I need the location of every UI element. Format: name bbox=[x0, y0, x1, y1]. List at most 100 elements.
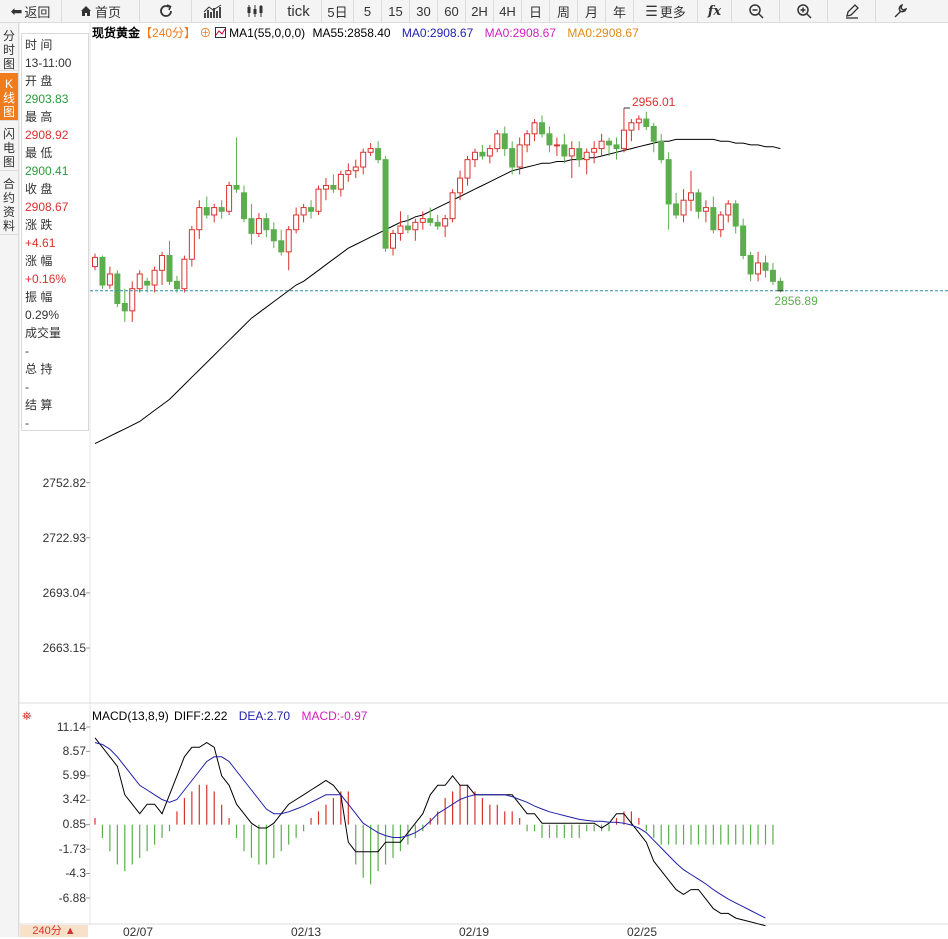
candle-body bbox=[479, 151, 486, 157]
instrument-name: 现货黄金 bbox=[92, 26, 141, 40]
candle-body bbox=[501, 133, 508, 150]
formula-button[interactable]: fx bbox=[698, 0, 732, 22]
macd-dea: DEA:2.70 bbox=[238, 709, 291, 723]
candle-body bbox=[598, 140, 605, 150]
bar-chart-icon bbox=[203, 4, 223, 18]
candle-body bbox=[173, 280, 180, 290]
candle-body bbox=[367, 148, 374, 153]
candlestick-button[interactable] bbox=[234, 0, 276, 22]
candle-body bbox=[270, 229, 277, 242]
period-4h[interactable]: 4H bbox=[494, 0, 522, 22]
period-week[interactable]: 周 bbox=[550, 0, 578, 22]
more-button[interactable]: ☰ 更多 bbox=[634, 0, 698, 22]
tab-time-chart[interactable]: 分时图 bbox=[0, 27, 18, 71]
period-day[interactable]: 日 bbox=[522, 0, 550, 22]
back-button[interactable]: ⬅ 返回 bbox=[0, 0, 62, 22]
pct-value: +0.16% bbox=[25, 272, 67, 286]
settings-button[interactable] bbox=[876, 0, 924, 22]
time-label: 时 间 bbox=[25, 38, 53, 52]
home-icon bbox=[80, 5, 92, 17]
back-label: 返回 bbox=[24, 4, 51, 20]
candle-body bbox=[635, 118, 642, 124]
macd-dea-line bbox=[94, 742, 766, 919]
period-30min[interactable]: 30 bbox=[410, 0, 438, 22]
candle-body bbox=[546, 133, 553, 146]
macd-value: MACD:-0.97 bbox=[301, 709, 368, 723]
tab-flash-chart[interactable]: 闪电图 bbox=[0, 123, 18, 171]
period-month[interactable]: 月 bbox=[578, 0, 606, 22]
ma1-params[interactable]: MA1(55,0,0,0) bbox=[229, 26, 306, 40]
settings-dot-icon[interactable]: ⊕ bbox=[199, 26, 212, 40]
zoom-out-button[interactable] bbox=[732, 0, 780, 22]
candle-body bbox=[710, 207, 717, 231]
candle-body bbox=[777, 280, 784, 292]
open-interest-value: - bbox=[25, 380, 29, 394]
price-tick-label: 2663.15 bbox=[42, 641, 86, 655]
candle-body bbox=[732, 203, 739, 227]
candle-body bbox=[449, 192, 456, 220]
candle-body bbox=[285, 229, 292, 253]
period-badge[interactable]: 240分 ▲ bbox=[20, 925, 88, 937]
macd-name[interactable]: MACD(13,8,9) bbox=[92, 709, 169, 723]
candle-body bbox=[92, 256, 98, 268]
macd-tick-label: 5.99 bbox=[62, 768, 86, 782]
high-label: 最 高 bbox=[25, 110, 53, 124]
volume-label: 成交量 bbox=[25, 326, 62, 340]
candle-body bbox=[121, 302, 128, 312]
period-year[interactable]: 年 bbox=[606, 0, 634, 22]
period-2h[interactable]: 2H bbox=[466, 0, 494, 22]
period-5day[interactable]: 5日 bbox=[322, 0, 354, 22]
candle-body bbox=[188, 229, 195, 260]
zoom-in-icon bbox=[796, 3, 812, 19]
candle-body bbox=[740, 225, 747, 257]
macd-settings-icon[interactable]: ⛯ bbox=[22, 709, 32, 723]
candle-body bbox=[561, 144, 568, 157]
wrench-icon bbox=[892, 3, 908, 19]
candle-body bbox=[166, 255, 173, 282]
macd-tick-label: 8.57 bbox=[62, 744, 86, 758]
ma55-line bbox=[94, 138, 781, 445]
indicator-icon[interactable] bbox=[214, 26, 229, 40]
open-interest-label: 总 持 bbox=[25, 362, 53, 376]
candle-body bbox=[419, 218, 426, 223]
candle-body bbox=[159, 255, 166, 271]
back-arrow-icon: ⬅ bbox=[10, 2, 23, 19]
macd-tick-label: -4.3 bbox=[65, 866, 86, 880]
pencil-icon bbox=[844, 3, 860, 19]
home-button[interactable]: 首页 bbox=[62, 0, 140, 22]
candle-body bbox=[620, 129, 627, 150]
candle-body bbox=[725, 203, 732, 216]
macd-tick-label: 0.85 bbox=[62, 817, 86, 831]
bar-chart-button[interactable] bbox=[192, 0, 234, 22]
zoom-in-button[interactable] bbox=[780, 0, 828, 22]
candle-body bbox=[702, 207, 709, 212]
candle-body bbox=[211, 207, 218, 216]
candle-body bbox=[106, 273, 113, 286]
ma0-value-a: MA0:2908.67 bbox=[401, 26, 474, 40]
period-5min[interactable]: 5 bbox=[354, 0, 382, 22]
candle-body bbox=[658, 140, 665, 161]
candle-body bbox=[412, 221, 419, 231]
candle-body bbox=[375, 148, 382, 161]
period-60min[interactable]: 60 bbox=[438, 0, 466, 22]
tab-kline-chart[interactable]: K线图 bbox=[0, 73, 18, 121]
refresh-button[interactable] bbox=[140, 0, 192, 22]
candle-body bbox=[486, 148, 493, 157]
tab-contract-info[interactable]: 合约资料 bbox=[0, 173, 18, 235]
draw-button[interactable] bbox=[828, 0, 876, 22]
candle-body bbox=[769, 269, 776, 282]
chart-legend: 现货黄金【240分】 ⊕ MA1(55,0,0,0) MA55:2858.40 … bbox=[92, 25, 639, 41]
high-value: 2908.92 bbox=[25, 128, 69, 142]
period-15min[interactable]: 15 bbox=[382, 0, 410, 22]
candle-body bbox=[218, 207, 225, 212]
candle-body bbox=[114, 273, 121, 304]
tick-button[interactable]: tick bbox=[276, 0, 322, 22]
refresh-icon bbox=[158, 3, 174, 19]
macd-diff-line bbox=[94, 737, 766, 927]
candle-body bbox=[464, 159, 471, 179]
candle-body bbox=[226, 184, 233, 212]
candle-body bbox=[688, 192, 694, 201]
ma0-value-b: MA0:2908.67 bbox=[484, 26, 557, 40]
candle-body bbox=[382, 159, 389, 249]
